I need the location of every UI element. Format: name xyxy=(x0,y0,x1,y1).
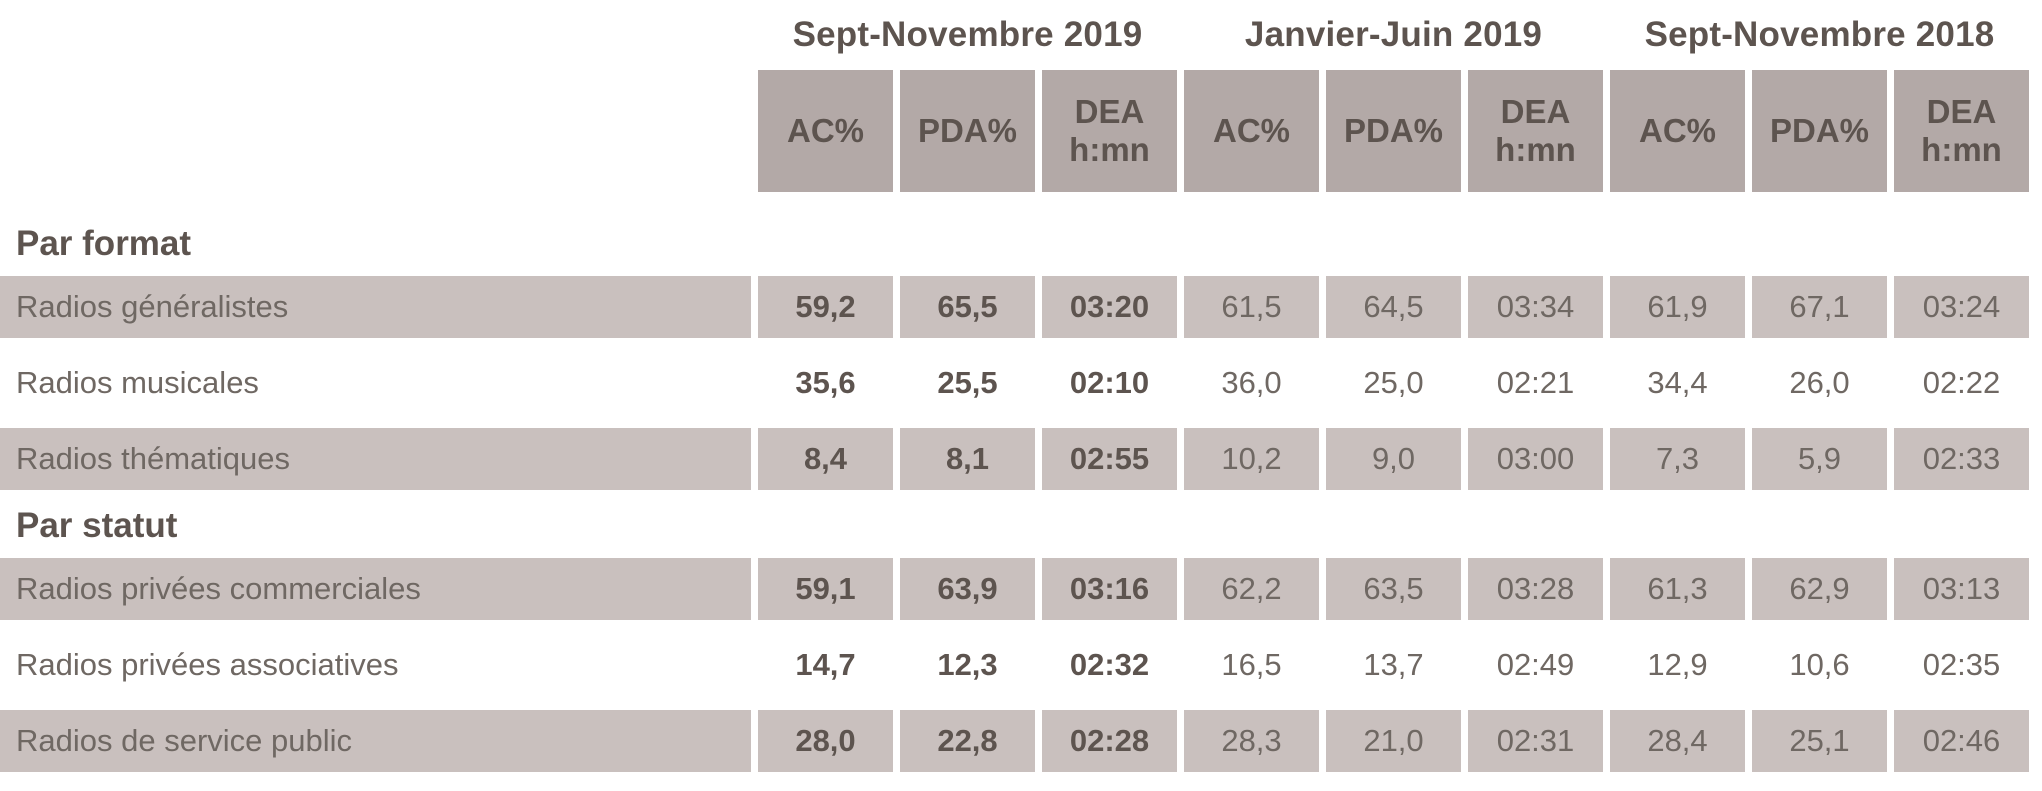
value-cell: 13,7 xyxy=(1363,647,1424,682)
value-cell: 8,1 xyxy=(900,428,1035,490)
col-header-ac-3: AC% xyxy=(1610,70,1745,192)
period-header-janvier-juin-2019: Janvier-Juin 2019 xyxy=(1244,15,1543,54)
value-cell: 02:33 xyxy=(1894,428,2029,490)
value-cell: 21,0 xyxy=(1326,710,1461,772)
section-title-par-format: Par format xyxy=(16,224,192,263)
value-cell: 25,5 xyxy=(937,365,998,400)
value-cell: 28,0 xyxy=(758,710,893,772)
value-cell: 36,0 xyxy=(1221,365,1282,400)
col-header-dea-2: DEA h:mn xyxy=(1468,70,1603,192)
row-label: Radios thématiques xyxy=(0,428,751,490)
value-cell: 63,5 xyxy=(1326,558,1461,620)
value-cell: 67,1 xyxy=(1752,276,1887,338)
value-cell: 7,3 xyxy=(1610,428,1745,490)
value-cell: 61,3 xyxy=(1610,558,1745,620)
table-row-radios-thematiques: Radios thématiques 8,4 8,1 02:55 10,2 9,… xyxy=(0,428,2042,490)
value-cell: 62,9 xyxy=(1752,558,1887,620)
value-cell: 02:31 xyxy=(1468,710,1603,772)
value-cell: 22,8 xyxy=(900,710,1035,772)
table-row-radios-privees-associatives: Radios privées associatives 14,7 12,3 02… xyxy=(0,634,2042,696)
value-cell: 03:34 xyxy=(1468,276,1603,338)
value-cell: 59,1 xyxy=(758,558,893,620)
value-cell: 03:00 xyxy=(1468,428,1603,490)
section-title-par-statut: Par statut xyxy=(16,506,178,545)
value-cell: 14,7 xyxy=(795,647,856,682)
value-cell: 02:32 xyxy=(1069,647,1150,682)
value-cell: 02:49 xyxy=(1496,647,1575,682)
value-cell: 03:16 xyxy=(1042,558,1177,620)
value-cell: 10,6 xyxy=(1789,647,1850,682)
col-header-pda-3: PDA% xyxy=(1752,70,1887,192)
value-cell: 25,0 xyxy=(1363,365,1424,400)
table-row-radios-generalistes: Radios généralistes 59,2 65,5 03:20 61,5… xyxy=(0,276,2042,338)
col-header-dea-1: DEA h:mn xyxy=(1042,70,1177,192)
col-header-dea-3: DEA h:mn xyxy=(1894,70,2029,192)
value-cell: 02:21 xyxy=(1496,365,1575,400)
value-cell: 02:22 xyxy=(1922,365,2001,400)
value-cell: 61,9 xyxy=(1610,276,1745,338)
value-cell: 35,6 xyxy=(795,365,856,400)
col-header-ac-2: AC% xyxy=(1184,70,1319,192)
value-cell: 62,2 xyxy=(1184,558,1319,620)
value-cell: 03:28 xyxy=(1468,558,1603,620)
value-cell: 34,4 xyxy=(1647,365,1708,400)
value-cell: 02:35 xyxy=(1922,647,2001,682)
value-cell: 61,5 xyxy=(1184,276,1319,338)
value-cell: 8,4 xyxy=(758,428,893,490)
value-cell: 5,9 xyxy=(1752,428,1887,490)
row-label: Radios généralistes xyxy=(0,276,751,338)
row-label: Radios musicales xyxy=(16,365,259,400)
value-cell: 25,1 xyxy=(1752,710,1887,772)
value-cell: 26,0 xyxy=(1789,365,1850,400)
row-label: Radios privées associatives xyxy=(16,647,399,682)
value-cell: 02:10 xyxy=(1069,365,1150,400)
table-row-radios-musicales: Radios musicales 35,6 25,5 02:10 36,0 25… xyxy=(0,352,2042,414)
value-cell: 03:24 xyxy=(1894,276,2029,338)
value-cell: 12,3 xyxy=(937,647,998,682)
col-header-pda-2: PDA% xyxy=(1326,70,1461,192)
value-cell: 12,9 xyxy=(1647,647,1708,682)
col-header-pda-1: PDA% xyxy=(900,70,1035,192)
value-cell: 03:20 xyxy=(1042,276,1177,338)
value-cell: 10,2 xyxy=(1184,428,1319,490)
corner-spacer xyxy=(0,12,751,58)
period-header-sept-novembre-2019: Sept-Novembre 2019 xyxy=(792,15,1143,54)
row-label: Radios de service public xyxy=(0,710,751,772)
value-cell: 65,5 xyxy=(900,276,1035,338)
period-header-row: Sept-Novembre 2019 Janvier-Juin 2019 Sep… xyxy=(0,12,2042,58)
header-spacer xyxy=(0,70,751,192)
value-cell: 9,0 xyxy=(1326,428,1461,490)
value-cell: 64,5 xyxy=(1326,276,1461,338)
table-row-radios-de-service-public: Radios de service public 28,0 22,8 02:28… xyxy=(0,710,2042,772)
column-header-row: AC% PDA% DEA h:mn AC% PDA% DEA h:mn AC% … xyxy=(0,70,2042,192)
col-header-ac-1: AC% xyxy=(758,70,893,192)
table-row-radios-privees-commerciales: Radios privées commerciales 59,1 63,9 03… xyxy=(0,558,2042,620)
value-cell: 28,3 xyxy=(1184,710,1319,772)
value-cell: 63,9 xyxy=(900,558,1035,620)
value-cell: 28,4 xyxy=(1610,710,1745,772)
value-cell: 16,5 xyxy=(1221,647,1282,682)
value-cell: 03:13 xyxy=(1894,558,2029,620)
value-cell: 02:46 xyxy=(1894,710,2029,772)
value-cell: 02:28 xyxy=(1042,710,1177,772)
value-cell: 59,2 xyxy=(758,276,893,338)
period-header-sept-novembre-2018: Sept-Novembre 2018 xyxy=(1644,15,1995,54)
value-cell: 02:55 xyxy=(1042,428,1177,490)
row-label: Radios privées commerciales xyxy=(0,558,751,620)
